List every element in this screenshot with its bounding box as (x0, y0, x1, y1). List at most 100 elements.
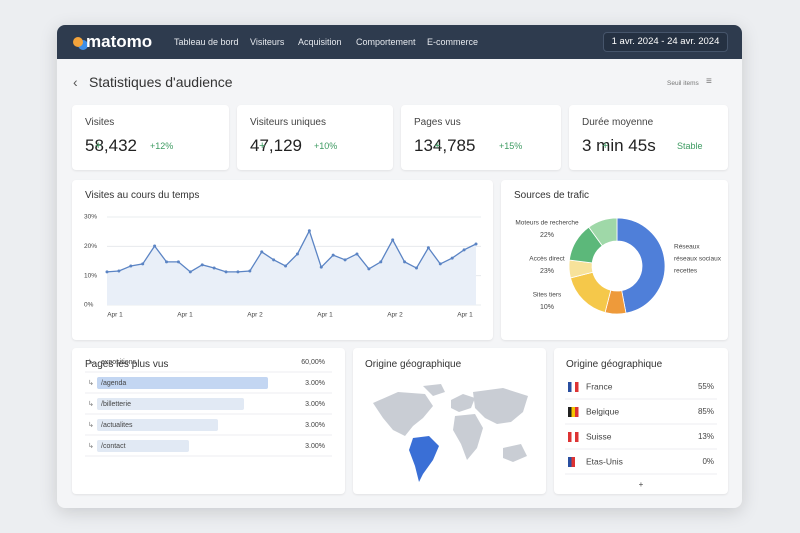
country-name: France (586, 381, 613, 391)
page-share: 3.00% (305, 380, 325, 387)
kpi-change: +15% (499, 141, 523, 151)
donut-segment (588, 217, 618, 247)
point (272, 258, 276, 262)
card-title: Origine géographique (566, 359, 663, 370)
point (129, 264, 133, 268)
page-share: 60,00% (301, 359, 325, 366)
x-tick-label: Apr 2 (247, 312, 263, 319)
kpi-change: Stable (677, 141, 703, 151)
flag (571, 382, 575, 392)
flag (568, 432, 572, 442)
card-title: Visites au cours du temps (85, 190, 200, 201)
line (106, 229, 477, 273)
europe (451, 394, 475, 412)
flag (568, 457, 572, 467)
point (367, 267, 371, 271)
kpi-card: Visites 58,432 +12% (72, 105, 229, 170)
point (379, 260, 383, 264)
point (403, 260, 407, 264)
row-icon: ↳ (88, 421, 94, 429)
page-name: /actualites (101, 422, 133, 429)
country-name: Suisse (586, 431, 612, 441)
legend-label: réseaux sociaux (674, 256, 722, 263)
x-tick-label: Apr 1 (317, 312, 333, 319)
point (117, 269, 121, 273)
country-share: 85% (698, 407, 714, 416)
nav-item[interactable]: Visiteurs (250, 37, 285, 47)
trend-icon: + (259, 140, 265, 152)
flag (575, 407, 579, 417)
flag (568, 382, 572, 392)
x-tick-label: Apr 1 (177, 312, 193, 319)
point (355, 252, 359, 256)
map-card: Origine géographique (353, 348, 546, 494)
flag (575, 432, 579, 442)
point (212, 266, 216, 270)
x-tick-label: Apr 1 (107, 312, 123, 319)
kpi-change: +10% (314, 141, 338, 151)
legend-label: Moteurs de recherche (515, 220, 579, 227)
country-share: 0% (702, 457, 714, 466)
row-bar (97, 440, 189, 452)
point (391, 238, 395, 242)
geo-card: Origine géographique (554, 348, 728, 494)
page-name: expositions (101, 359, 137, 366)
page-title: Statistiques d'audience (89, 74, 233, 90)
donut-segment (570, 271, 612, 313)
australia (503, 444, 527, 462)
page-name: /agenda (101, 380, 126, 387)
point (426, 246, 430, 250)
world-map (373, 384, 528, 482)
card-title: Pages les plus vus (85, 359, 169, 370)
point (236, 270, 240, 274)
nav-item[interactable]: Tableau de bord (174, 37, 239, 47)
kpi-label: Visites (85, 117, 115, 128)
row-bar (97, 377, 268, 389)
kpi-change: +12% (150, 141, 174, 151)
point (438, 262, 442, 266)
date-picker[interactable]: 1 avr. 2024 - 24 avr. 2024 (603, 32, 728, 52)
back-arrow[interactable]: ‹ (73, 74, 78, 90)
kpi-value: 58,432 (85, 136, 137, 155)
point (474, 242, 478, 246)
page-name: /billetterie (101, 401, 131, 408)
greenland (423, 384, 445, 396)
legend-value: 10% (540, 304, 554, 311)
point (331, 253, 335, 257)
dashboard: matomo Tableau de bord Visiteurs Acquisi… (57, 25, 742, 508)
kpi-label: Pages vus (414, 117, 461, 128)
kpi-value: 3 min 45s (582, 136, 656, 155)
point (319, 265, 323, 269)
row-icon: ↳ (88, 379, 94, 387)
more-button[interactable]: + (639, 480, 644, 489)
point (450, 256, 454, 260)
x-tick-label: Apr 2 (387, 312, 403, 319)
options[interactable]: Seuil items (667, 80, 699, 87)
page-name: /contact (101, 443, 126, 450)
flag (571, 457, 575, 467)
nav-item[interactable]: Comportement (356, 37, 416, 47)
kpi-card: Durée moyenne 3 min 45s Stable (569, 105, 728, 170)
kpi-card: Pages vus 134,785 +15% (401, 105, 561, 170)
menu-icon[interactable]: ≡ (706, 76, 712, 87)
flag (575, 457, 579, 467)
country-name: Etas-Unis (586, 456, 623, 466)
africa (453, 414, 483, 460)
flag (575, 382, 579, 392)
overlay: + + + +30% 20% 10% 0% Apr 1 Apr 1 Apr 2 Apr 1 Apr 2… (84, 140, 722, 489)
row-icon: ↳ (88, 442, 94, 450)
y-tick-label: 30% (84, 214, 97, 221)
legend-label: recettes (674, 268, 698, 275)
point (141, 262, 145, 266)
page-share: 3.00% (305, 401, 325, 408)
kpi-value: 47,129 (250, 136, 302, 155)
nav-item[interactable]: E-commerce (427, 37, 479, 47)
legend-label: Sites tiers (533, 292, 562, 299)
x-tick-label: Apr 1 (457, 312, 473, 319)
point (414, 266, 418, 270)
nav-item[interactable]: Acquisition (298, 37, 342, 47)
north-america (373, 392, 433, 436)
row-bar (97, 398, 244, 410)
donut-segment (616, 217, 666, 314)
logo[interactable]: matomo (73, 32, 152, 52)
